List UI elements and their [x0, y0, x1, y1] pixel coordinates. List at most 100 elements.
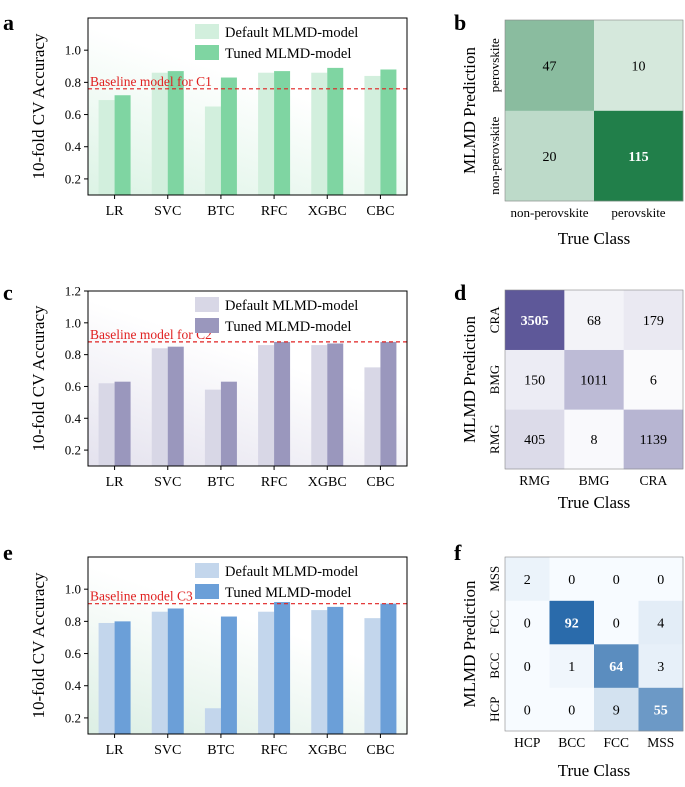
y-tick-label: 0.8 — [65, 75, 81, 90]
cell-value: 9 — [613, 703, 620, 718]
cell-value: 0 — [524, 703, 531, 718]
plot-frame — [87, 556, 408, 735]
cell-value: 10 — [632, 59, 646, 74]
cell-value: 68 — [587, 314, 601, 329]
x-tick-label: HCP — [514, 735, 540, 750]
legend-swatch-tuned — [195, 45, 219, 60]
panel-label-d: d — [454, 280, 466, 305]
bar-btc-tuned — [220, 77, 237, 195]
panel-label-a: a — [3, 10, 14, 35]
cell-value: 3 — [657, 660, 664, 675]
bar-xgbc-default — [311, 72, 328, 195]
bar-svc-tuned — [167, 346, 184, 466]
bar-rfc-tuned — [274, 71, 291, 195]
cell-value: 115 — [628, 150, 648, 165]
y-tick-label: 0.6 — [65, 379, 82, 394]
heatmap-cell — [505, 557, 550, 601]
bar-xgbc-default — [311, 610, 328, 734]
confusion-matrix-d: 405 8 1139 150 1011 6 3505 68 179 RMG BMG CRA RMG BMG… — [460, 289, 684, 512]
y-tick-label: RMG — [487, 424, 502, 454]
legend-swatch-default — [195, 563, 219, 578]
bar-rfc-tuned — [274, 341, 291, 466]
x-tick-label: SVC — [154, 743, 181, 758]
heatmap-cell — [623, 409, 684, 470]
heatmap-cell — [549, 644, 595, 688]
bar-chart-e: LR SVC BTC RFC XGBC CBC Baseline model C3 0.2 0.… — [29, 556, 408, 758]
y-tick-label: 0.4 — [65, 411, 82, 426]
bar-btc-default — [204, 708, 221, 734]
bar-btc-tuned — [220, 616, 237, 734]
heatmap-cell — [594, 557, 639, 601]
cell-value: 150 — [524, 374, 545, 389]
y-tick-label: 1.0 — [65, 43, 81, 58]
x-tick-label: BTC — [207, 475, 234, 490]
legend-label-default: Default MLMD-model — [225, 25, 358, 41]
cell-value: 0 — [568, 703, 575, 718]
x-axis-label: True Class — [558, 229, 631, 248]
cell-value: 55 — [654, 703, 668, 718]
cell-value: 92 — [565, 616, 579, 631]
x-tick-label: RMG — [519, 473, 550, 488]
cell-value: 0 — [524, 616, 531, 631]
cell-value: 0 — [613, 616, 620, 631]
cell-value: 47 — [543, 59, 557, 74]
y-tick-label: 1.0 — [65, 582, 81, 597]
bar-svc-tuned — [167, 71, 184, 195]
heatmap-cell — [549, 687, 595, 732]
y-tick-label: BMG — [487, 365, 502, 395]
x-tick-label: LR — [106, 475, 125, 490]
heatmap-cell — [505, 20, 595, 111]
heatmap-frame — [504, 19, 684, 202]
heatmap-cell — [549, 557, 595, 601]
baseline-label: Baseline model for C2 — [90, 327, 212, 342]
heatmap-cell — [638, 644, 684, 688]
legend-swatch-tuned — [195, 584, 219, 599]
bar-lr-default — [98, 622, 115, 734]
legend-swatch-default — [195, 24, 219, 39]
cell-value: 64 — [609, 660, 623, 675]
y-tick-label: FCC — [487, 610, 502, 635]
bar-xgbc-tuned — [327, 67, 344, 195]
y-tick-label: 0.4 — [65, 139, 82, 154]
heatmap-cell — [594, 110, 684, 202]
x-tick-label: RFC — [261, 743, 287, 758]
bar-svc-default — [151, 348, 168, 466]
heatmap-cell — [638, 557, 684, 601]
bar-cbc-tuned — [380, 341, 397, 466]
bar-cbc-default — [364, 618, 381, 734]
bar-xgbc-tuned — [327, 343, 344, 466]
cell-value: 0 — [657, 573, 664, 588]
cell-value: 3505 — [521, 314, 549, 329]
bar-svc-default — [151, 72, 168, 195]
x-tick-label: BTC — [207, 204, 234, 219]
legend-swatch-default — [195, 297, 219, 312]
heatmap-cell — [549, 600, 595, 645]
cell-value: 179 — [643, 314, 664, 329]
x-tick-label: XGBC — [308, 475, 347, 490]
bar-svc-tuned — [167, 608, 184, 734]
heatmap-cell — [623, 290, 684, 350]
x-tick-label: BCC — [558, 735, 585, 750]
x-axis-label: True Class — [558, 761, 631, 780]
heatmap-cell — [505, 349, 565, 410]
legend-label-tuned: Tuned MLMD-model — [225, 585, 351, 601]
bar-btc-tuned — [220, 381, 237, 466]
bar-lr-tuned — [114, 95, 131, 195]
cell-value: 2 — [524, 573, 531, 588]
y-tick-label: 0.8 — [65, 614, 81, 629]
x-tick-label: SVC — [154, 204, 181, 219]
confusion-matrix-f: 0 0 9 55 0 1 64 3 0 92 0 4 2 0 0 0 HCP BCC FCC MSS HCP BCC FCC… — [460, 556, 684, 780]
confusion-matrix-b: 20 115 47 10 non-perovskite perovskite non-per… — [460, 19, 684, 248]
plot-frame — [87, 17, 408, 196]
cell-value: 0 — [524, 660, 531, 675]
bar-xgbc-tuned — [327, 606, 344, 734]
bar-xgbc-default — [311, 345, 328, 466]
y-axis-label: MLMD Prediction — [460, 46, 479, 174]
bar-cbc-default — [364, 367, 381, 466]
y-axis-label: 10-fold CV Accuracy — [29, 305, 48, 452]
heatmap-cell — [564, 409, 624, 470]
y-axis-label: 10-fold CV Accuracy — [29, 572, 48, 719]
legend-label-default: Default MLMD-model — [225, 298, 358, 314]
x-tick-label: SVC — [154, 475, 181, 490]
